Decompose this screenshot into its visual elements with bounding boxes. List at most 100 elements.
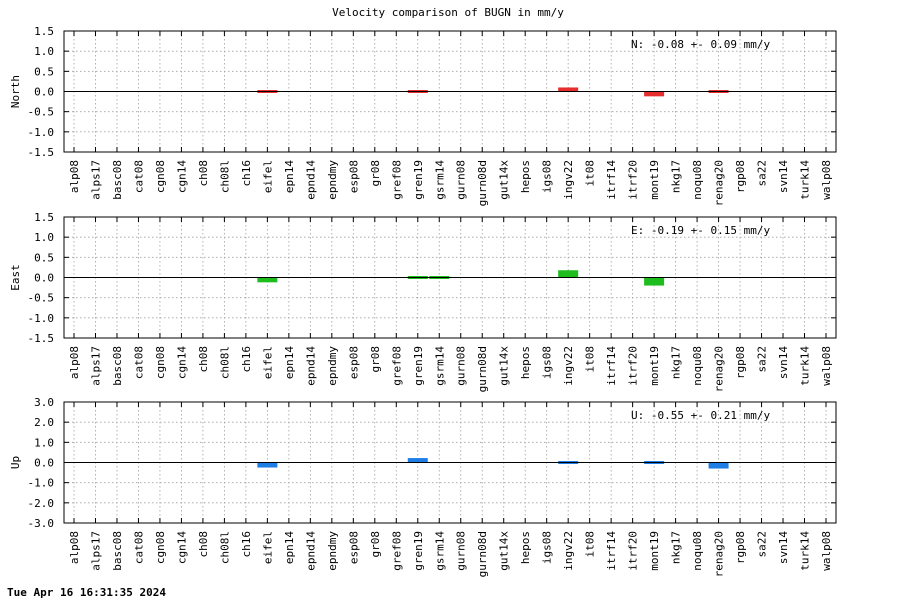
- panel-0-category-label: igs08: [541, 160, 554, 193]
- panel-1-category-label: mont19: [648, 346, 661, 386]
- panel-1-category-label: ch08l: [218, 346, 231, 379]
- panel-2-category-label: hepos: [519, 531, 532, 564]
- panel-1-category-label: noqu08: [691, 346, 704, 386]
- panel-2-category-label: ch16: [240, 531, 253, 558]
- panel-0-category-label: turk14: [799, 160, 812, 200]
- panel-1-category-label: epnd14: [304, 346, 317, 386]
- panel-2-category-label: renag20: [713, 531, 726, 577]
- panel-2-category-label: itrf20: [627, 531, 640, 571]
- panel-2-ytick-label: -2.0: [28, 497, 55, 510]
- panel-0-category-label: epnd14: [304, 160, 317, 200]
- panel-1-category-label: gref08: [390, 346, 403, 386]
- panel-0-category-label: gr08: [369, 160, 382, 187]
- panel-2-category-label: gren19: [412, 531, 425, 571]
- panel-0-category-label: nkg17: [670, 160, 683, 193]
- panel-2-category-label: cgn14: [175, 531, 188, 564]
- panel-0-category-label: sa22: [756, 160, 769, 187]
- panel-2-category-label: epn14: [283, 531, 296, 564]
- panel-0-category-label: ch08l: [218, 160, 231, 193]
- panel-0-category-label: noqu08: [691, 160, 704, 200]
- panel-0-bar-ingv22: [558, 87, 579, 92]
- panel-0-category-label: cgn08: [154, 160, 167, 193]
- panel-2-ytick-label: 1.0: [34, 436, 54, 449]
- panel-0-category-label: mont19: [648, 160, 661, 200]
- panel-2-category-label: basc08: [111, 531, 124, 571]
- panel-0-ytick-label: 1.0: [34, 45, 54, 58]
- panel-1-category-label: walp08: [820, 346, 833, 386]
- panel-0-category-label: eifel: [261, 160, 274, 193]
- panel-2-category-label: gurn08d: [476, 531, 489, 577]
- panel-2-bar-renag20: [708, 462, 729, 469]
- panel-1-category-label: hepos: [519, 346, 532, 379]
- panel-1-category-label: gren19: [412, 346, 425, 386]
- panel-2-category-label: sa22: [756, 531, 769, 558]
- panel-0-ytick-label: 0.5: [34, 65, 54, 78]
- panel-1-category-label: cgn14: [175, 346, 188, 379]
- panel-1-category-label: itrf20: [627, 346, 640, 386]
- panel-1-category-label: gurn08: [455, 346, 468, 386]
- panel-2-category-label: cat08: [132, 531, 145, 564]
- panel-0-category-label: itrf14: [605, 160, 618, 200]
- panel-1-category-label: ch08: [197, 346, 210, 373]
- panel-2-bar-eifel: [257, 462, 278, 468]
- panel-1-category-label: svn14: [777, 346, 790, 379]
- panel-2-ytick-label: 3.0: [34, 396, 54, 409]
- panel-2-category-label: noqu08: [691, 531, 704, 571]
- panel-0-category-label: ingv22: [562, 160, 575, 200]
- panel-0-category-label: gren19: [412, 160, 425, 200]
- panel-2-category-label: gsrm14: [433, 531, 446, 571]
- panel-0-category-label: gref08: [390, 160, 403, 200]
- panel-1-category-label: epndmy: [326, 346, 339, 386]
- panel-2-category-label: cgn08: [154, 531, 167, 564]
- panel-2-category-label: epnd14: [304, 531, 317, 571]
- panel-2-category-label: alp08: [68, 531, 81, 564]
- panel-1-category-label: ingv22: [562, 346, 575, 386]
- panel-2-category-label: gurn08: [455, 531, 468, 571]
- chart-title: Velocity comparison of BUGN in mm/y: [332, 6, 564, 19]
- panel-0-category-label: esp08: [347, 160, 360, 193]
- panel-0-category-label: it08: [584, 160, 597, 187]
- panel-2-ytick-label: 2.0: [34, 416, 54, 429]
- panel-1-category-label: igs08: [541, 346, 554, 379]
- panel-1-ylabel: East: [9, 264, 22, 291]
- panel-2-category-label: gut14x: [498, 531, 511, 571]
- panel-0-category-label: cat08: [132, 160, 145, 193]
- panel-0-category-label: cgn14: [175, 160, 188, 193]
- panel-0-category-label: epndmy: [326, 160, 339, 200]
- panel-0-category-label: gsrm14: [433, 160, 446, 200]
- panel-0-category-label: alp08: [68, 160, 81, 193]
- panel-2-category-label: rgp08: [734, 531, 747, 564]
- panel-1-category-label: esp08: [347, 346, 360, 379]
- panel-1-category-label: itrf14: [605, 346, 618, 386]
- panel-0-ytick-label: 1.5: [34, 25, 54, 38]
- panel-1-category-label: gr08: [369, 346, 382, 373]
- panel-1-category-label: alps17: [89, 346, 102, 386]
- panel-2-category-label: igs08: [541, 531, 554, 564]
- panel-1-bar-mont19: [644, 277, 665, 286]
- panel-0-category-label: gurn08: [455, 160, 468, 200]
- panel-0-category-label: ch16: [240, 160, 253, 187]
- panel-1-ytick-label: -1.0: [28, 312, 55, 325]
- panel-2-category-label: nkg17: [670, 531, 683, 564]
- panel-2-category-label: alps17: [89, 531, 102, 571]
- panel-1-category-label: turk14: [799, 346, 812, 386]
- panel-1-bar-ingv22: [558, 270, 579, 278]
- panel-1-category-label: epn14: [283, 346, 296, 379]
- panel-2-category-label: svn14: [777, 531, 790, 564]
- panel-2-category-label: esp08: [347, 531, 360, 564]
- panel-0-category-label: alps17: [89, 160, 102, 200]
- panel-0-category-label: walp08: [820, 160, 833, 200]
- panel-2-ylabel: Up: [9, 456, 22, 469]
- panel-1-category-label: renag20: [713, 346, 726, 392]
- panel-1-frame: [63, 216, 837, 339]
- panel-2-category-label: ingv22: [562, 531, 575, 571]
- panel-1-category-label: gurn08d: [476, 346, 489, 392]
- panel-2-category-label: ch08: [197, 531, 210, 558]
- panel-1-category-label: nkg17: [670, 346, 683, 379]
- panel-1-ytick-label: 1.5: [34, 211, 54, 224]
- panel-0-category-label: epn14: [283, 160, 296, 193]
- panel-1-ytick-label: -0.5: [28, 292, 55, 305]
- panel-2-category-label: mont19: [648, 531, 661, 571]
